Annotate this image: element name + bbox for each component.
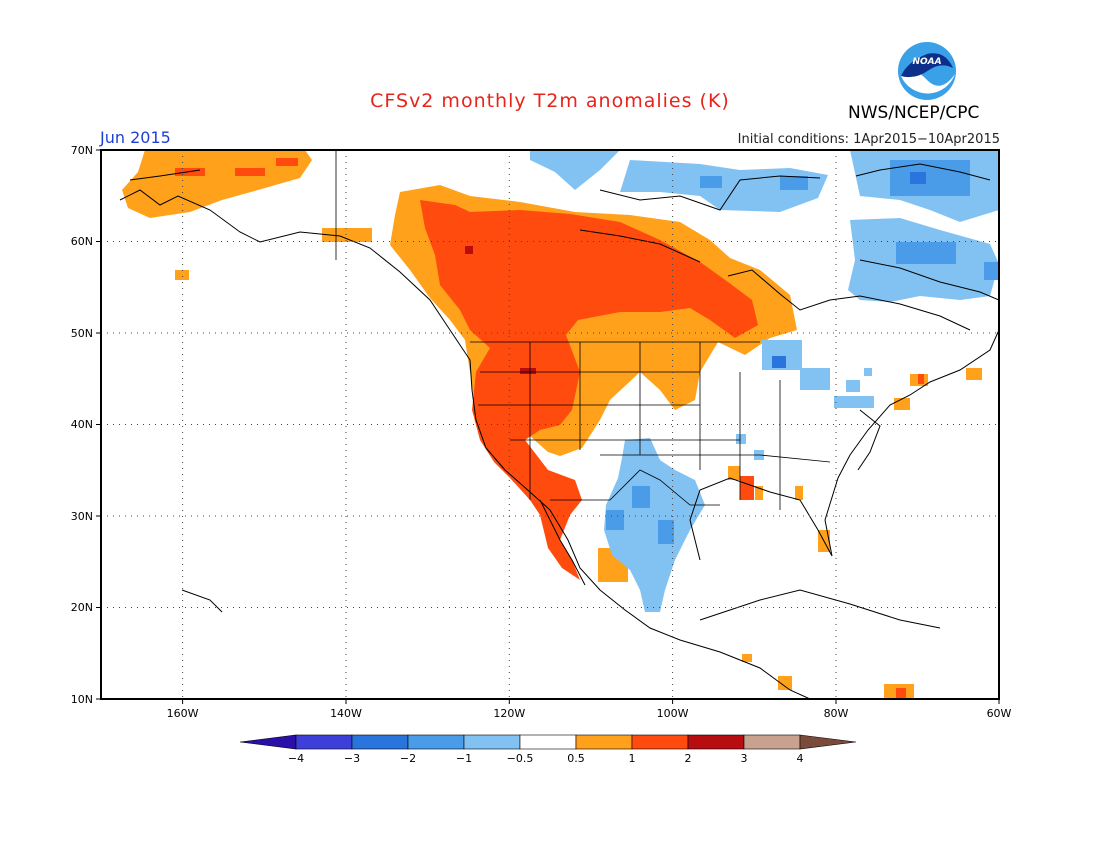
lat-label-40n: 40N bbox=[71, 418, 93, 431]
colorbar-arrow-right bbox=[799, 734, 857, 750]
anomaly-alaska-warm bbox=[122, 150, 312, 218]
lat-label-10n: 10N bbox=[71, 693, 93, 706]
lon-label-60w: 60W bbox=[987, 707, 1012, 720]
coastlines bbox=[119, 163, 999, 699]
anomaly-field bbox=[122, 150, 999, 699]
colorbar-label: 1 bbox=[629, 752, 636, 765]
longitude-labels: 160W 140W 120W 100W 80W 60W bbox=[167, 707, 1012, 720]
svg-text:NOAA: NOAA bbox=[912, 57, 941, 67]
colorbar-arrow-left bbox=[239, 734, 297, 750]
colorbar-swatch bbox=[351, 734, 409, 750]
colorbar-labels: −4 −3 −2 −1 −0.5 0.5 1 2 3 4 bbox=[288, 752, 804, 765]
lon-label-100w: 100W bbox=[657, 707, 689, 720]
agency-label: NWS/NCEP/CPC bbox=[848, 103, 980, 123]
colorbar bbox=[239, 734, 857, 750]
lat-label-70n: 70N bbox=[71, 144, 93, 157]
colorbar-swatch bbox=[687, 734, 745, 750]
colorbar-label: 2 bbox=[685, 752, 692, 765]
noaa-logo: NOAA bbox=[898, 42, 956, 100]
lon-label-140w: 140W bbox=[330, 707, 362, 720]
colorbar-swatch bbox=[519, 734, 577, 750]
colorbar-swatch bbox=[463, 734, 521, 750]
colorbar-label: −2 bbox=[400, 752, 416, 765]
chart-title: CFSv2 monthly T2m anomalies (K) bbox=[370, 90, 730, 112]
lat-label-30n: 30N bbox=[71, 510, 93, 523]
lat-label-60n: 60N bbox=[71, 235, 93, 248]
colorbar-label: −4 bbox=[288, 752, 304, 765]
colorbar-swatch bbox=[743, 734, 801, 750]
axis-ticks bbox=[96, 149, 1000, 704]
colorbar-label: 4 bbox=[797, 752, 804, 765]
colorbar-label: −3 bbox=[344, 752, 360, 765]
colorbar-label: 3 bbox=[741, 752, 748, 765]
colorbar-label: −1 bbox=[456, 752, 472, 765]
initial-conditions-label: Initial conditions: 1Apr2015−10Apr2015 bbox=[737, 132, 1000, 147]
anomaly-arctic-cool bbox=[530, 150, 620, 190]
lon-label-120w: 120W bbox=[493, 707, 525, 720]
lon-label-80w: 80W bbox=[824, 707, 849, 720]
anomaly-mexico-cool bbox=[604, 438, 705, 612]
colorbar-label: −0.5 bbox=[507, 752, 534, 765]
latitude-labels: 70N 60N 50N 40N 30N 20N 10N bbox=[71, 144, 93, 706]
colorbar-swatch bbox=[631, 734, 689, 750]
lon-label-160w: 160W bbox=[167, 707, 199, 720]
colorbar-swatch bbox=[407, 734, 465, 750]
colorbar-swatch bbox=[575, 734, 633, 750]
period-label: Jun 2015 bbox=[100, 128, 171, 147]
lat-label-50n: 50N bbox=[71, 327, 93, 340]
colorbar-swatch bbox=[295, 734, 353, 750]
lat-label-20n: 20N bbox=[71, 601, 93, 614]
colorbar-label: 0.5 bbox=[567, 752, 585, 765]
anomaly-west-hot bbox=[420, 200, 758, 580]
